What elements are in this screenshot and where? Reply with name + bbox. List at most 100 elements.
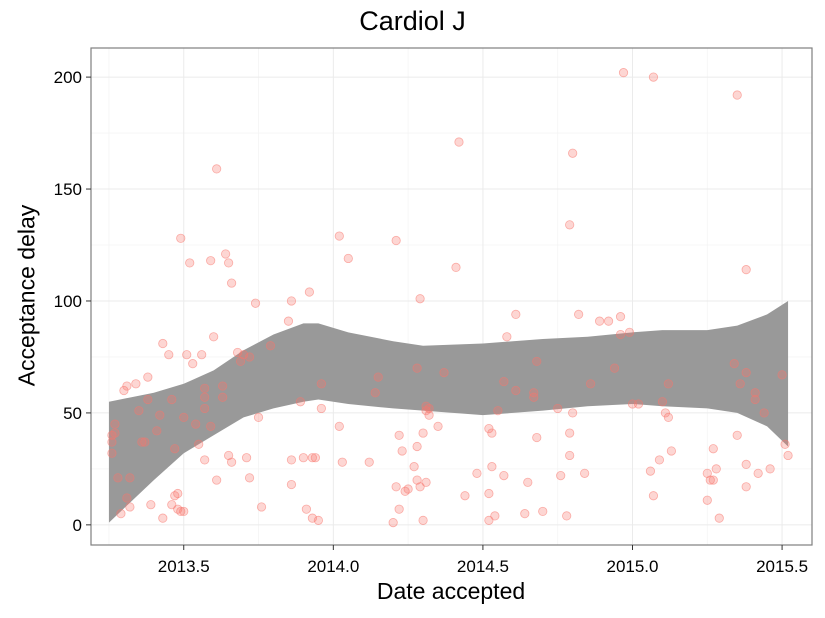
data-point: [370, 388, 380, 398]
data-point: [472, 468, 482, 478]
data-point: [235, 356, 246, 367]
data-point: [143, 372, 153, 382]
data-point: [741, 265, 751, 275]
confidence-band: [108, 300, 789, 523]
data-point: [286, 296, 297, 306]
data-point: [343, 253, 353, 264]
data-point: [708, 444, 718, 454]
data-point: [714, 513, 724, 523]
data-point: [286, 479, 297, 490]
data-point: [484, 488, 494, 499]
data-point: [197, 350, 207, 360]
data-point: [580, 468, 590, 478]
data-point: [391, 482, 401, 492]
data-point: [409, 462, 419, 472]
data-point: [227, 457, 237, 467]
data-point: [158, 513, 168, 523]
chart-title: Cardiol J: [359, 6, 466, 36]
data-point: [729, 359, 739, 369]
data-point: [152, 426, 162, 436]
y-tick-label: 200: [54, 68, 82, 87]
data-point: [702, 495, 712, 505]
data-point: [155, 410, 165, 420]
data-point: [412, 363, 422, 373]
data-point: [107, 437, 117, 447]
data-point: [624, 327, 635, 337]
data-point: [412, 475, 422, 485]
data-point: [221, 249, 231, 259]
data-point: [122, 493, 132, 503]
data-point: [418, 515, 428, 525]
data-point: [529, 388, 539, 398]
data-point: [556, 470, 566, 481]
data-point: [412, 441, 422, 452]
data-point: [179, 506, 189, 517]
data-point: [206, 421, 216, 431]
data-point: [170, 444, 180, 454]
data-point: [460, 491, 470, 501]
data-point: [391, 235, 401, 246]
data-point: [777, 370, 787, 380]
data-point: [487, 428, 497, 438]
data-point: [523, 477, 533, 487]
data-point: [388, 518, 398, 528]
y-axis-label: Acceptance delay: [13, 204, 40, 387]
data-point: [218, 392, 228, 402]
data-point: [538, 506, 548, 517]
data-point: [209, 332, 219, 342]
y-tick-label: 150: [54, 180, 82, 199]
data-point: [702, 468, 712, 478]
data-point: [565, 428, 575, 438]
data-point: [397, 446, 407, 456]
data-point: [364, 457, 374, 467]
data-point: [206, 256, 216, 266]
data-point: [241, 453, 252, 463]
data-point: [568, 408, 578, 418]
data-point: [618, 68, 629, 78]
data-point: [454, 137, 464, 147]
data-point: [295, 397, 306, 407]
data-point: [227, 278, 237, 288]
data-point: [119, 385, 129, 396]
data-point: [200, 383, 210, 393]
data-point: [179, 412, 189, 422]
data-point: [337, 457, 347, 467]
data-point: [753, 468, 763, 478]
data-point: [110, 428, 120, 438]
data-point: [615, 329, 626, 340]
data-point: [648, 72, 659, 82]
data-point: [176, 233, 186, 243]
data-point: [568, 148, 578, 158]
data-point: [424, 403, 434, 414]
data-point: [732, 90, 742, 100]
y-tick-label: 0: [73, 516, 82, 535]
data-point: [283, 316, 294, 326]
data-point: [200, 392, 210, 402]
data-point: [316, 403, 326, 414]
data-point: [182, 350, 192, 360]
data-point: [765, 464, 775, 474]
data-point: [735, 379, 745, 389]
data-point: [493, 406, 503, 416]
data-point: [212, 475, 222, 485]
data-point: [304, 287, 314, 297]
data-point: [499, 470, 509, 481]
data-point: [250, 298, 261, 308]
data-point: [403, 484, 413, 494]
data-point: [122, 381, 132, 391]
data-point: [307, 453, 317, 463]
data-point: [451, 262, 461, 272]
data-point: [334, 421, 344, 431]
plot-border: [90, 47, 813, 546]
data-point: [173, 488, 183, 499]
data-point: [253, 412, 264, 422]
data-point: [783, 450, 793, 461]
data-point: [741, 459, 751, 470]
data-point: [663, 412, 673, 422]
data-point: [759, 408, 769, 418]
data-point: [603, 316, 614, 326]
x-tick-label: 2014.0: [307, 557, 359, 576]
data-point: [750, 394, 760, 405]
y-tick-label: 50: [63, 404, 82, 423]
data-point: [134, 406, 144, 416]
